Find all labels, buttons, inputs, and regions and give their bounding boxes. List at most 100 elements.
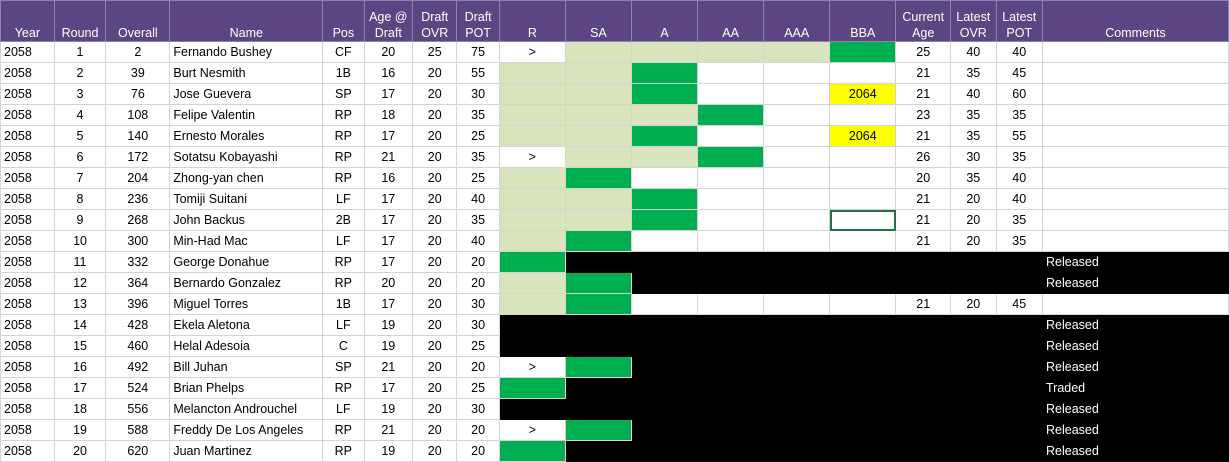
cell-name[interactable]: Brian Phelps: [169, 377, 324, 399]
cell-latest-ovr[interactable]: [950, 251, 997, 273]
cell-year[interactable]: 2058: [0, 209, 55, 231]
cell-level-sa[interactable]: [564, 125, 632, 147]
cell-current-age[interactable]: [895, 272, 952, 294]
cell-level-bba[interactable]: [829, 314, 897, 336]
cell-latest-pot[interactable]: 60: [995, 83, 1043, 105]
cell-level-aaa[interactable]: [763, 146, 831, 168]
cell-draft-pot[interactable]: 20: [456, 251, 500, 273]
column-header[interactable]: Overall: [105, 0, 171, 42]
cell-age-at-draft[interactable]: 16: [363, 62, 414, 84]
cell-level-sa[interactable]: [564, 146, 632, 168]
cell-draft-ovr[interactable]: 20: [412, 314, 458, 336]
cell-level-bba[interactable]: [829, 377, 897, 399]
cell-overall[interactable]: 524: [105, 377, 171, 399]
cell-draft-pot[interactable]: 30: [456, 83, 500, 105]
cell-age-at-draft[interactable]: 21: [363, 146, 414, 168]
cell-overall[interactable]: 428: [105, 314, 171, 336]
cell-comments[interactable]: [1041, 167, 1229, 189]
cell-comments[interactable]: [1041, 293, 1229, 315]
column-header[interactable]: Pos: [322, 0, 365, 42]
cell-draft-pot[interactable]: 30: [456, 314, 500, 336]
cell-name[interactable]: Jose Guevera: [169, 83, 324, 105]
cell-latest-pot[interactable]: 55: [995, 125, 1043, 147]
cell-age-at-draft[interactable]: 17: [363, 293, 414, 315]
cell-level-aaa[interactable]: [763, 335, 831, 357]
cell-level-sa[interactable]: [564, 293, 632, 315]
cell-level-bba[interactable]: [829, 62, 897, 84]
cell-level-a[interactable]: [630, 335, 699, 357]
cell-level-aaa[interactable]: [763, 293, 831, 315]
cell-level-r[interactable]: [498, 167, 566, 189]
cell-level-bba[interactable]: [829, 356, 897, 378]
cell-round[interactable]: 5: [53, 125, 107, 147]
cell-pos[interactable]: RP: [322, 146, 365, 168]
cell-age-at-draft[interactable]: 21: [363, 356, 414, 378]
cell-round[interactable]: 1: [53, 41, 107, 63]
cell-level-bba[interactable]: [829, 398, 897, 420]
cell-pos[interactable]: C: [322, 335, 365, 357]
cell-round[interactable]: 11: [53, 251, 107, 273]
cell-level-aaa[interactable]: [763, 356, 831, 378]
cell-pos[interactable]: LF: [322, 398, 365, 420]
cell-level-aa[interactable]: [697, 62, 765, 84]
cell-level-sa[interactable]: [564, 230, 632, 252]
column-header[interactable]: AAA: [763, 0, 831, 42]
cell-pos[interactable]: RP: [322, 104, 365, 126]
cell-draft-ovr[interactable]: 20: [412, 188, 458, 210]
cell-level-sa[interactable]: [564, 209, 632, 231]
cell-pos[interactable]: LF: [322, 188, 365, 210]
cell-pos[interactable]: RP: [322, 377, 365, 399]
column-header[interactable]: AA: [697, 0, 765, 42]
cell-round[interactable]: 9: [53, 209, 107, 231]
cell-level-aa[interactable]: [697, 356, 765, 378]
cell-year[interactable]: 2058: [0, 125, 55, 147]
cell-level-r[interactable]: >: [498, 356, 566, 378]
cell-draft-ovr[interactable]: 20: [412, 272, 458, 294]
cell-pos[interactable]: LF: [322, 230, 365, 252]
cell-name[interactable]: Helal Adesoia: [169, 335, 324, 357]
cell-age-at-draft[interactable]: 18: [363, 104, 414, 126]
cell-current-age[interactable]: [895, 356, 952, 378]
cell-year[interactable]: 2058: [0, 41, 55, 63]
cell-level-r[interactable]: >: [498, 41, 566, 63]
cell-latest-ovr[interactable]: [950, 377, 997, 399]
cell-latest-pot[interactable]: 45: [995, 62, 1043, 84]
cell-level-bba[interactable]: [829, 167, 897, 189]
cell-latest-ovr[interactable]: 20: [950, 230, 997, 252]
cell-level-a[interactable]: [630, 146, 699, 168]
cell-level-a[interactable]: [630, 272, 699, 294]
cell-level-sa[interactable]: [564, 314, 632, 336]
cell-level-sa[interactable]: [564, 41, 632, 63]
cell-age-at-draft[interactable]: 17: [363, 209, 414, 231]
cell-draft-pot[interactable]: 40: [456, 230, 500, 252]
cell-level-aa[interactable]: [697, 314, 765, 336]
cell-level-bba[interactable]: [829, 419, 897, 441]
cell-year[interactable]: 2058: [0, 251, 55, 273]
cell-level-r[interactable]: [498, 188, 566, 210]
cell-level-a[interactable]: [630, 62, 699, 84]
cell-year[interactable]: 2058: [0, 377, 55, 399]
cell-pos[interactable]: LF: [322, 314, 365, 336]
cell-comments[interactable]: [1041, 188, 1229, 210]
cell-current-age[interactable]: [895, 419, 952, 441]
cell-latest-ovr[interactable]: [950, 419, 997, 441]
cell-draft-ovr[interactable]: 20: [412, 167, 458, 189]
cell-level-aaa[interactable]: [763, 83, 831, 105]
cell-overall[interactable]: 204: [105, 167, 171, 189]
cell-name[interactable]: Miguel Torres: [169, 293, 324, 315]
cell-latest-pot[interactable]: 45: [995, 293, 1043, 315]
cell-latest-pot[interactable]: [995, 272, 1043, 294]
cell-pos[interactable]: RP: [322, 272, 365, 294]
cell-draft-pot[interactable]: 40: [456, 188, 500, 210]
cell-latest-pot[interactable]: 35: [995, 146, 1043, 168]
cell-current-age[interactable]: 21: [895, 125, 952, 147]
cell-pos[interactable]: SP: [322, 356, 365, 378]
cell-latest-ovr[interactable]: [950, 335, 997, 357]
cell-latest-ovr[interactable]: [950, 272, 997, 294]
cell-latest-ovr[interactable]: 40: [950, 83, 997, 105]
cell-current-age[interactable]: [895, 314, 952, 336]
cell-overall[interactable]: 172: [105, 146, 171, 168]
cell-comments[interactable]: [1041, 83, 1229, 105]
cell-year[interactable]: 2058: [0, 167, 55, 189]
cell-level-sa[interactable]: [564, 62, 632, 84]
